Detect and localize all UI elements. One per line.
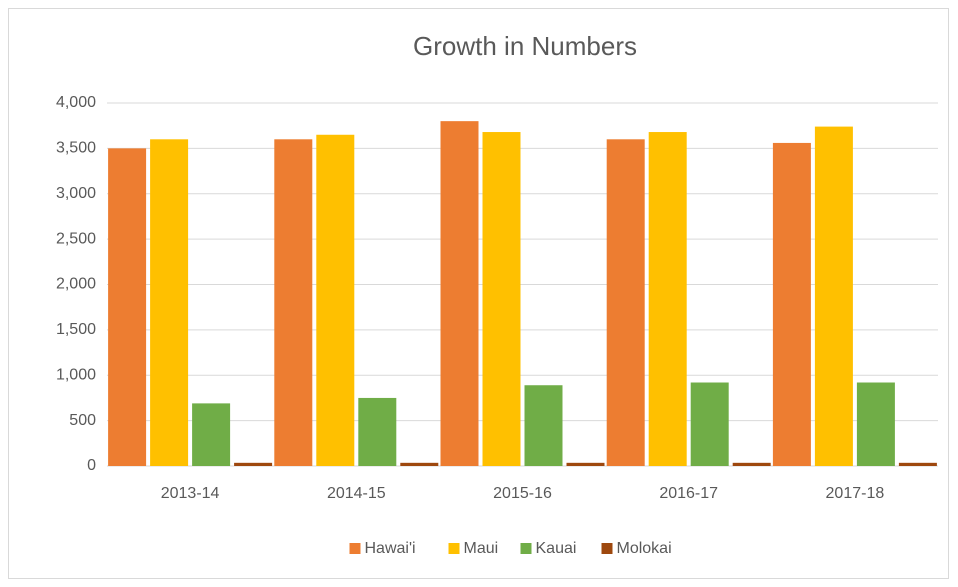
bar <box>524 385 563 466</box>
y-tick-label: 500 <box>69 412 96 429</box>
bar <box>150 139 189 467</box>
bar <box>482 132 521 467</box>
bar <box>856 382 895 466</box>
bar <box>108 148 147 466</box>
x-tick-label: 2017-18 <box>826 485 885 502</box>
bar <box>192 403 231 466</box>
bar <box>606 139 645 467</box>
x-tick-label: 2015-16 <box>493 485 552 502</box>
bar <box>648 132 687 467</box>
y-tick-label: 2,500 <box>56 230 96 247</box>
legend-label: Maui <box>464 540 499 557</box>
y-tick-label: 3,000 <box>56 185 96 202</box>
bar <box>274 139 313 467</box>
bar <box>772 142 811 466</box>
bar <box>358 397 397 466</box>
bar <box>732 462 771 466</box>
legend-label: Kauai <box>536 540 577 557</box>
legend-label: Molokai <box>617 540 672 557</box>
chart-title: Growth in Numbers <box>413 31 637 61</box>
x-tick-label: 2016-17 <box>659 485 718 502</box>
bar <box>898 462 937 466</box>
y-tick-label: 0 <box>87 457 96 474</box>
legend-label: Hawai'i <box>365 540 416 557</box>
bar <box>316 134 355 466</box>
bar <box>814 126 853 466</box>
y-tick-label: 1,500 <box>56 321 96 338</box>
legend-swatch <box>448 543 460 554</box>
bar <box>690 382 729 466</box>
y-tick-label: 4,000 <box>56 94 96 111</box>
x-tick-label: 2013-14 <box>161 485 220 502</box>
legend-swatch <box>520 543 532 554</box>
bar <box>400 462 439 466</box>
x-tick-label: 2014-15 <box>327 485 386 502</box>
y-tick-label: 2,000 <box>56 276 96 293</box>
y-tick-label: 1,000 <box>56 366 96 383</box>
bar <box>234 462 273 466</box>
y-tick-label: 3,500 <box>56 140 96 157</box>
legend-swatch <box>349 543 361 554</box>
bar <box>566 462 605 466</box>
bar <box>440 121 479 467</box>
legend-swatch <box>601 543 613 554</box>
